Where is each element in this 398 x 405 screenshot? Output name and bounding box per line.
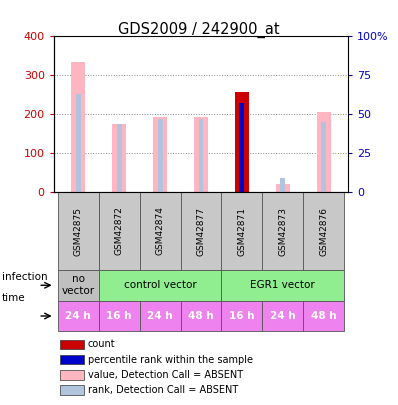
Bar <box>321 122 326 192</box>
Bar <box>194 117 208 192</box>
Bar <box>158 119 162 192</box>
Bar <box>112 124 126 192</box>
Bar <box>235 92 249 192</box>
Bar <box>262 301 303 331</box>
Text: 24 h: 24 h <box>147 311 173 321</box>
Bar <box>221 301 262 331</box>
Bar <box>60 355 84 364</box>
Bar <box>303 301 344 331</box>
Bar <box>58 301 99 331</box>
Bar <box>58 270 99 301</box>
Text: value, Detection Call = ABSENT: value, Detection Call = ABSENT <box>88 370 243 379</box>
Bar <box>60 339 84 350</box>
Text: GSM42875: GSM42875 <box>74 207 83 256</box>
Text: 24 h: 24 h <box>270 311 296 321</box>
Text: percentile rank within the sample: percentile rank within the sample <box>88 354 253 364</box>
Bar <box>117 124 122 192</box>
Bar <box>280 178 285 192</box>
Bar <box>58 192 99 270</box>
Bar <box>262 192 303 270</box>
Bar <box>60 370 84 379</box>
Text: 16 h: 16 h <box>229 311 255 321</box>
Bar <box>181 301 221 331</box>
Bar <box>140 192 181 270</box>
Bar <box>60 385 84 394</box>
Text: 24 h: 24 h <box>65 311 91 321</box>
Bar <box>153 117 167 192</box>
Bar <box>221 270 344 301</box>
Bar <box>221 192 262 270</box>
Text: infection: infection <box>2 273 48 282</box>
Text: GSM42874: GSM42874 <box>156 207 165 256</box>
Text: 48 h: 48 h <box>188 311 214 321</box>
Bar <box>199 119 203 192</box>
Text: GSM42872: GSM42872 <box>115 207 124 256</box>
Text: rank, Detection Call = ABSENT: rank, Detection Call = ABSENT <box>88 385 238 395</box>
Text: 48 h: 48 h <box>311 311 337 321</box>
Text: no
vector: no vector <box>62 275 95 296</box>
Text: GSM42871: GSM42871 <box>237 207 246 256</box>
Bar <box>76 94 81 192</box>
Text: GSM42877: GSM42877 <box>197 207 205 256</box>
Bar <box>99 301 140 331</box>
Text: control vector: control vector <box>124 280 197 290</box>
Bar <box>140 301 181 331</box>
Bar <box>181 192 221 270</box>
Text: count: count <box>88 339 115 350</box>
Text: GDS2009 / 242900_at: GDS2009 / 242900_at <box>118 22 280 38</box>
Text: GSM42876: GSM42876 <box>319 207 328 256</box>
Bar <box>240 103 244 192</box>
Bar <box>276 183 290 192</box>
Bar <box>99 270 221 301</box>
Bar <box>99 192 140 270</box>
Bar <box>303 192 344 270</box>
Bar <box>316 112 331 192</box>
Text: GSM42873: GSM42873 <box>278 207 287 256</box>
Text: EGR1 vector: EGR1 vector <box>250 280 315 290</box>
Text: time: time <box>2 293 25 303</box>
Text: 16 h: 16 h <box>106 311 132 321</box>
Bar <box>71 62 86 192</box>
